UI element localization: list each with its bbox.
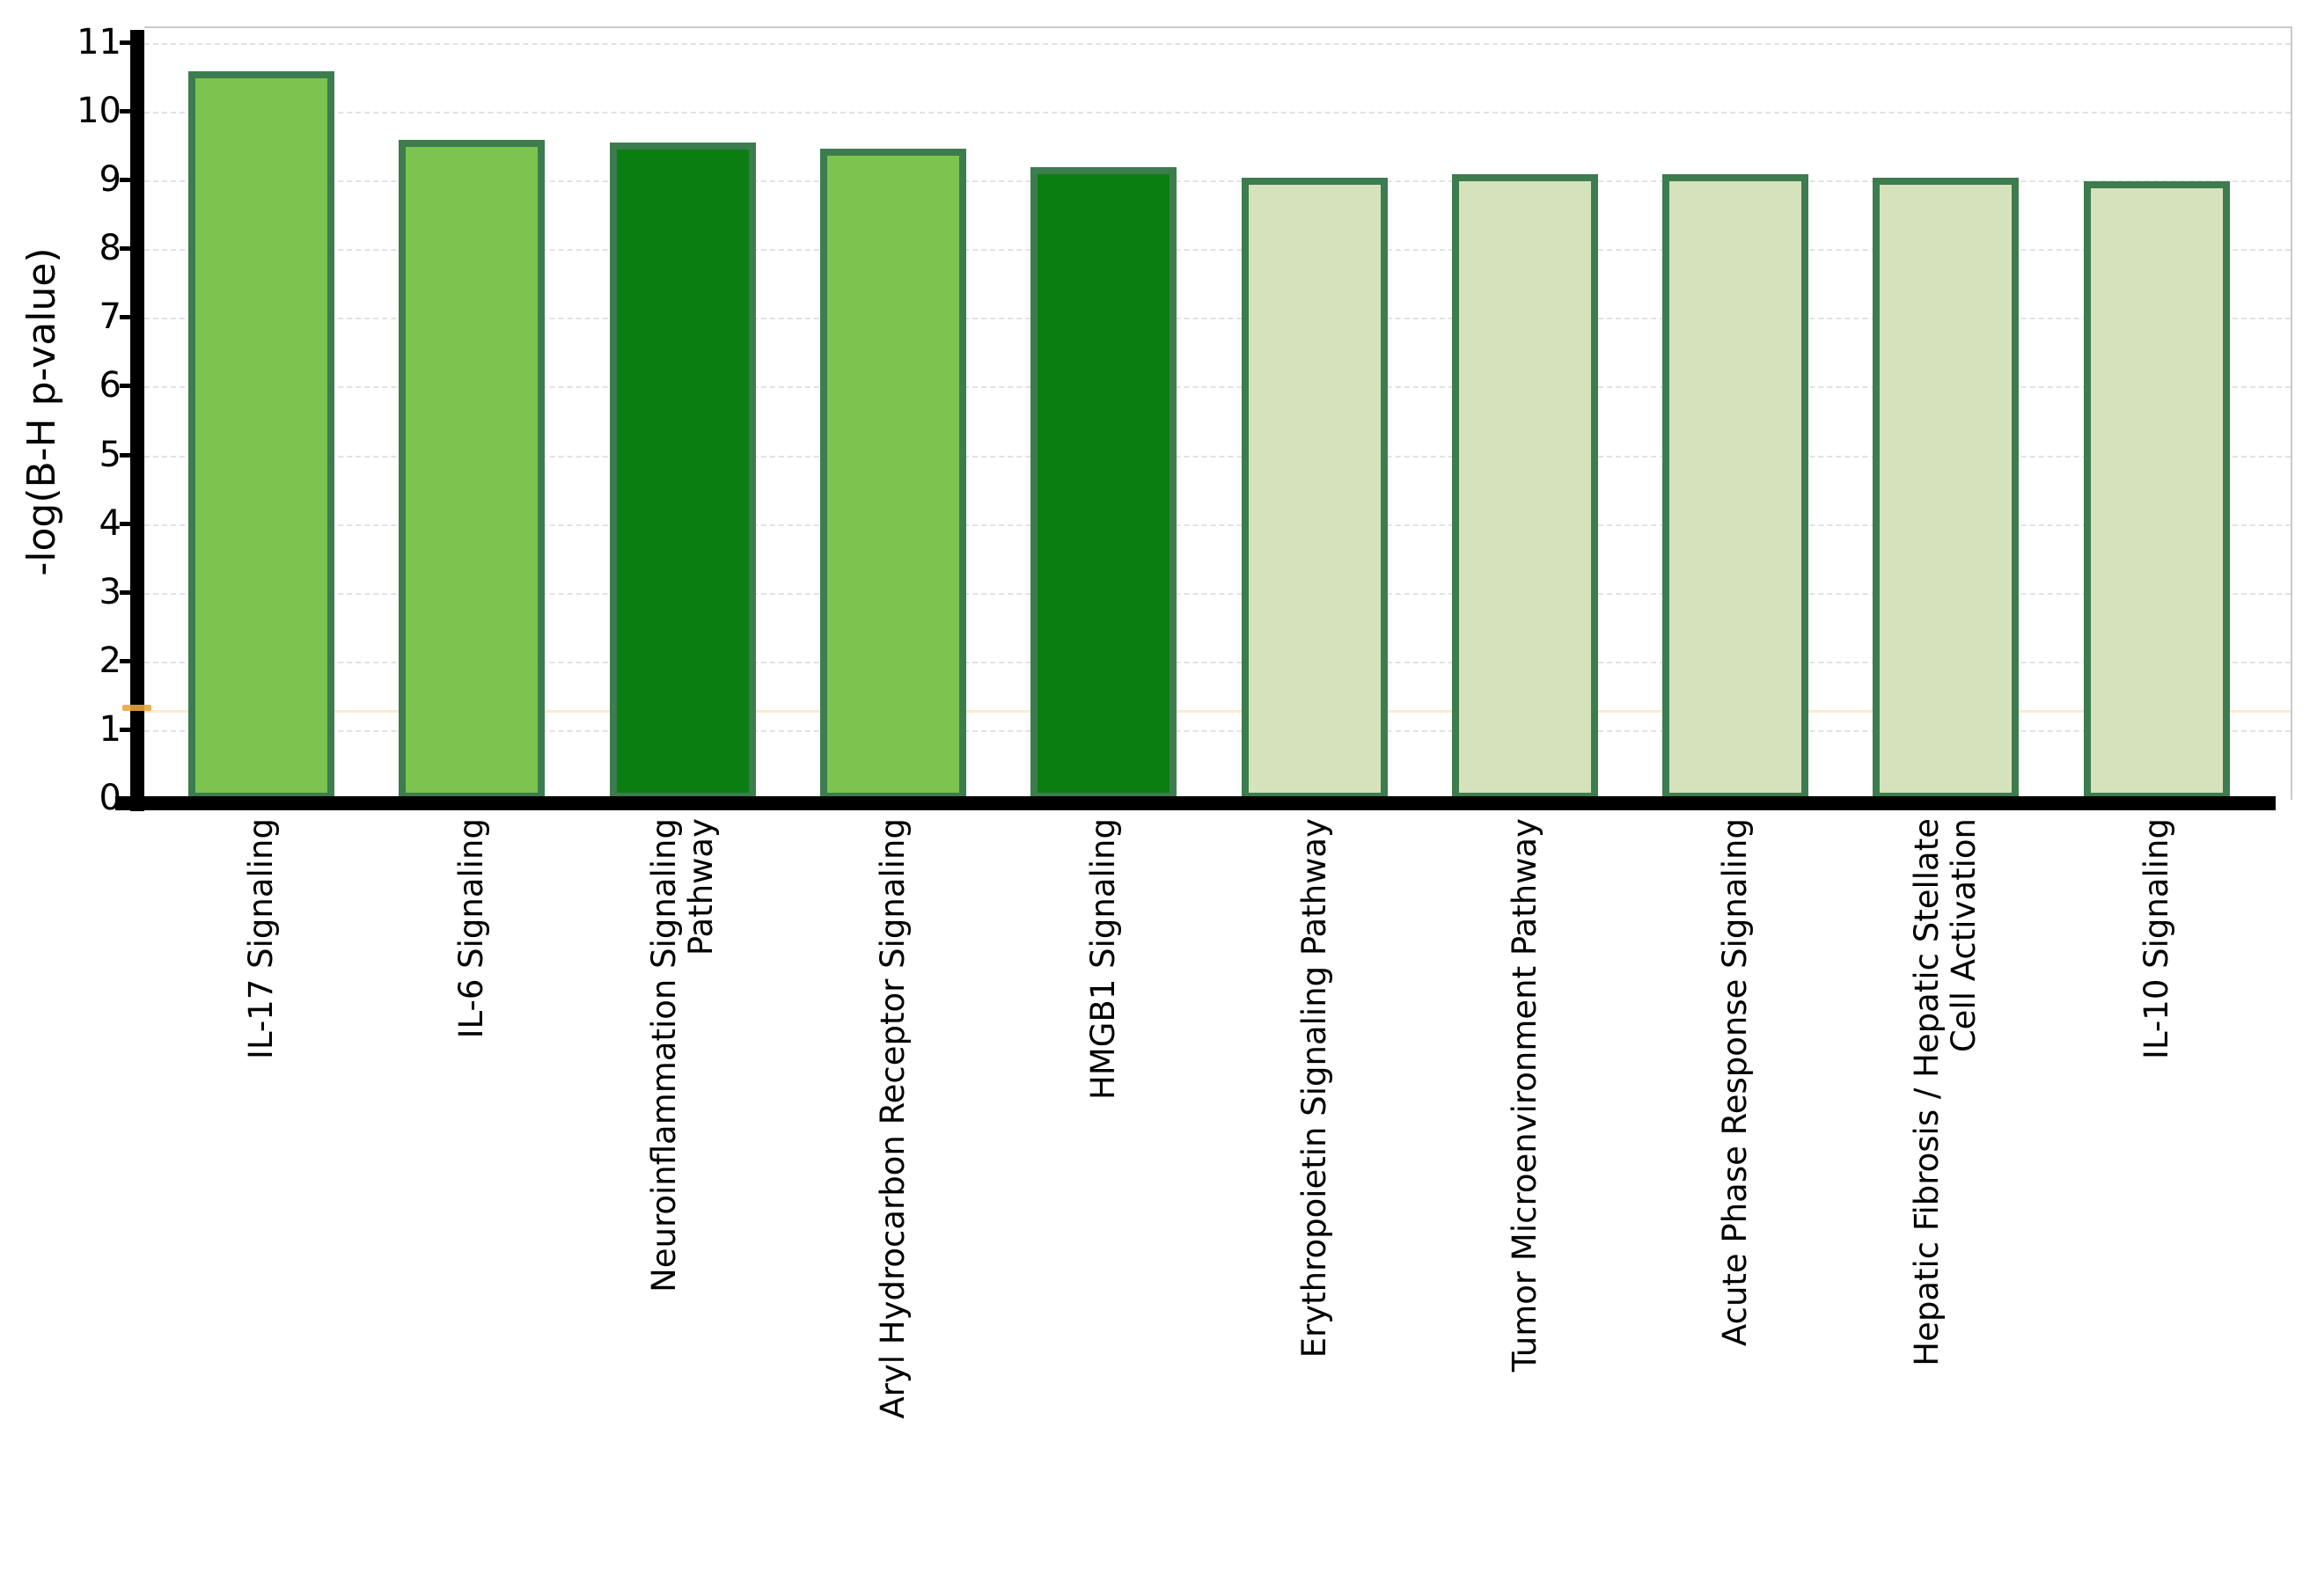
y-tick-mark-4 bbox=[120, 522, 131, 526]
x-label-line: IL-17 Signaling bbox=[242, 818, 280, 1059]
y-tick-label-1: 1 bbox=[99, 709, 121, 750]
plot-area bbox=[144, 26, 2292, 800]
x-label-hmgb1-signaling: HMGB1 Signaling bbox=[1084, 818, 1122, 1592]
gridline-y-3 bbox=[144, 593, 2291, 595]
y-tick-label-10: 10 bbox=[77, 91, 121, 131]
threshold-marker bbox=[122, 705, 151, 711]
x-label-hepatic-fibrosis-hepatic-stellate-cell-activation: Hepatic Fibrosis / Hepatic Stellate Cell … bbox=[1908, 818, 1983, 1592]
x-label-line: Neuroinflammation Signaling bbox=[645, 818, 683, 1292]
x-label-line: HMGB1 Signaling bbox=[1084, 818, 1122, 1100]
y-tick-label-5: 5 bbox=[99, 435, 121, 475]
y-tick-label-4: 4 bbox=[99, 503, 121, 544]
bar-il-6-signaling bbox=[399, 140, 545, 800]
y-tick-label-7: 7 bbox=[99, 297, 121, 337]
y-axis-line bbox=[130, 30, 144, 811]
y-tick-label-9: 9 bbox=[99, 159, 121, 200]
gridline-y-11 bbox=[144, 43, 2291, 45]
gridline-y-1 bbox=[144, 730, 2291, 732]
x-label-il-10-signaling: IL-10 Signaling bbox=[2137, 818, 2175, 1592]
y-tick-label-6: 6 bbox=[99, 365, 121, 406]
x-axis-line bbox=[115, 796, 2276, 810]
y-tick-label-2: 2 bbox=[99, 641, 121, 681]
bar-tumor-microenvironment-pathway bbox=[1452, 174, 1598, 800]
gridline-y-10 bbox=[144, 112, 2291, 113]
bar-il-17-signaling bbox=[188, 71, 334, 800]
y-tick-label-11: 11 bbox=[77, 22, 121, 62]
bar-aryl-hydrocarbon-receptor-signaling bbox=[820, 149, 966, 800]
threshold-line bbox=[144, 710, 2291, 713]
x-label-neuroinflammation-signaling-pathway: Neuroinflammation Signaling Pathway bbox=[645, 818, 720, 1592]
x-label-il-17-signaling: IL-17 Signaling bbox=[242, 818, 280, 1592]
x-label-acute-phase-response-signaling: Acute Phase Response Signaling bbox=[1716, 818, 1754, 1592]
y-tick-mark-6 bbox=[120, 384, 131, 388]
x-label-line: Hepatic Fibrosis / Hepatic Stellate bbox=[1908, 818, 1946, 1366]
gridline-y-4 bbox=[144, 524, 2291, 526]
gridline-y-6 bbox=[144, 386, 2291, 388]
bar-acute-phase-response-signaling bbox=[1662, 174, 1808, 800]
y-tick-label-3: 3 bbox=[99, 572, 121, 612]
bar-il-10-signaling bbox=[2084, 181, 2230, 800]
x-label-tumor-microenvironment-pathway: Tumor Microenvironment Pathway bbox=[1506, 818, 1543, 1592]
x-label-line: Acute Phase Response Signaling bbox=[1716, 818, 1754, 1347]
x-label-line: IL-6 Signaling bbox=[452, 818, 490, 1039]
y-tick-mark-7 bbox=[120, 315, 131, 319]
x-label-line: IL-10 Signaling bbox=[2137, 818, 2175, 1059]
bar-hepatic-fibrosis-hepatic-stellate-cell-activation bbox=[1873, 178, 2019, 800]
bar-neuroinflammation-signaling-pathway bbox=[610, 143, 756, 800]
x-label-line: Aryl Hydrocarbon Receptor Signaling bbox=[874, 818, 912, 1419]
y-tick-mark-10 bbox=[120, 109, 131, 113]
y-tick-mark-1 bbox=[120, 728, 131, 732]
x-label-erythropoietin-signaling-pathway: Erythropoietin Signaling Pathway bbox=[1295, 818, 1333, 1592]
gridline-y-9 bbox=[144, 180, 2291, 182]
y-tick-mark-8 bbox=[120, 246, 131, 251]
gridline-y-5 bbox=[144, 456, 2291, 458]
y-tick-mark-11 bbox=[120, 40, 131, 45]
y-tick-mark-9 bbox=[120, 178, 131, 182]
y-tick-mark-2 bbox=[120, 659, 131, 663]
bar-erythropoietin-signaling-pathway bbox=[1242, 178, 1388, 800]
x-label-line: Erythropoietin Signaling Pathway bbox=[1295, 818, 1333, 1358]
bar-hmgb1-signaling bbox=[1030, 167, 1177, 800]
y-tick-label-8: 8 bbox=[99, 228, 121, 268]
y-tick-label-0: 0 bbox=[99, 778, 121, 818]
y-tick-mark-3 bbox=[120, 590, 131, 595]
gridline-y-8 bbox=[144, 249, 2291, 251]
x-label-line: Pathway bbox=[682, 818, 720, 956]
y-tick-mark-0 bbox=[120, 796, 131, 801]
x-label-aryl-hydrocarbon-receptor-signaling: Aryl Hydrocarbon Receptor Signaling bbox=[874, 818, 912, 1592]
x-label-line: Cell Activation bbox=[1945, 818, 1983, 1053]
gridline-y-7 bbox=[144, 318, 2291, 319]
x-label-il-6-signaling: IL-6 Signaling bbox=[452, 818, 490, 1592]
gridline-y-2 bbox=[144, 662, 2291, 663]
y-tick-mark-5 bbox=[120, 453, 131, 458]
x-label-line: Tumor Microenvironment Pathway bbox=[1506, 818, 1543, 1373]
